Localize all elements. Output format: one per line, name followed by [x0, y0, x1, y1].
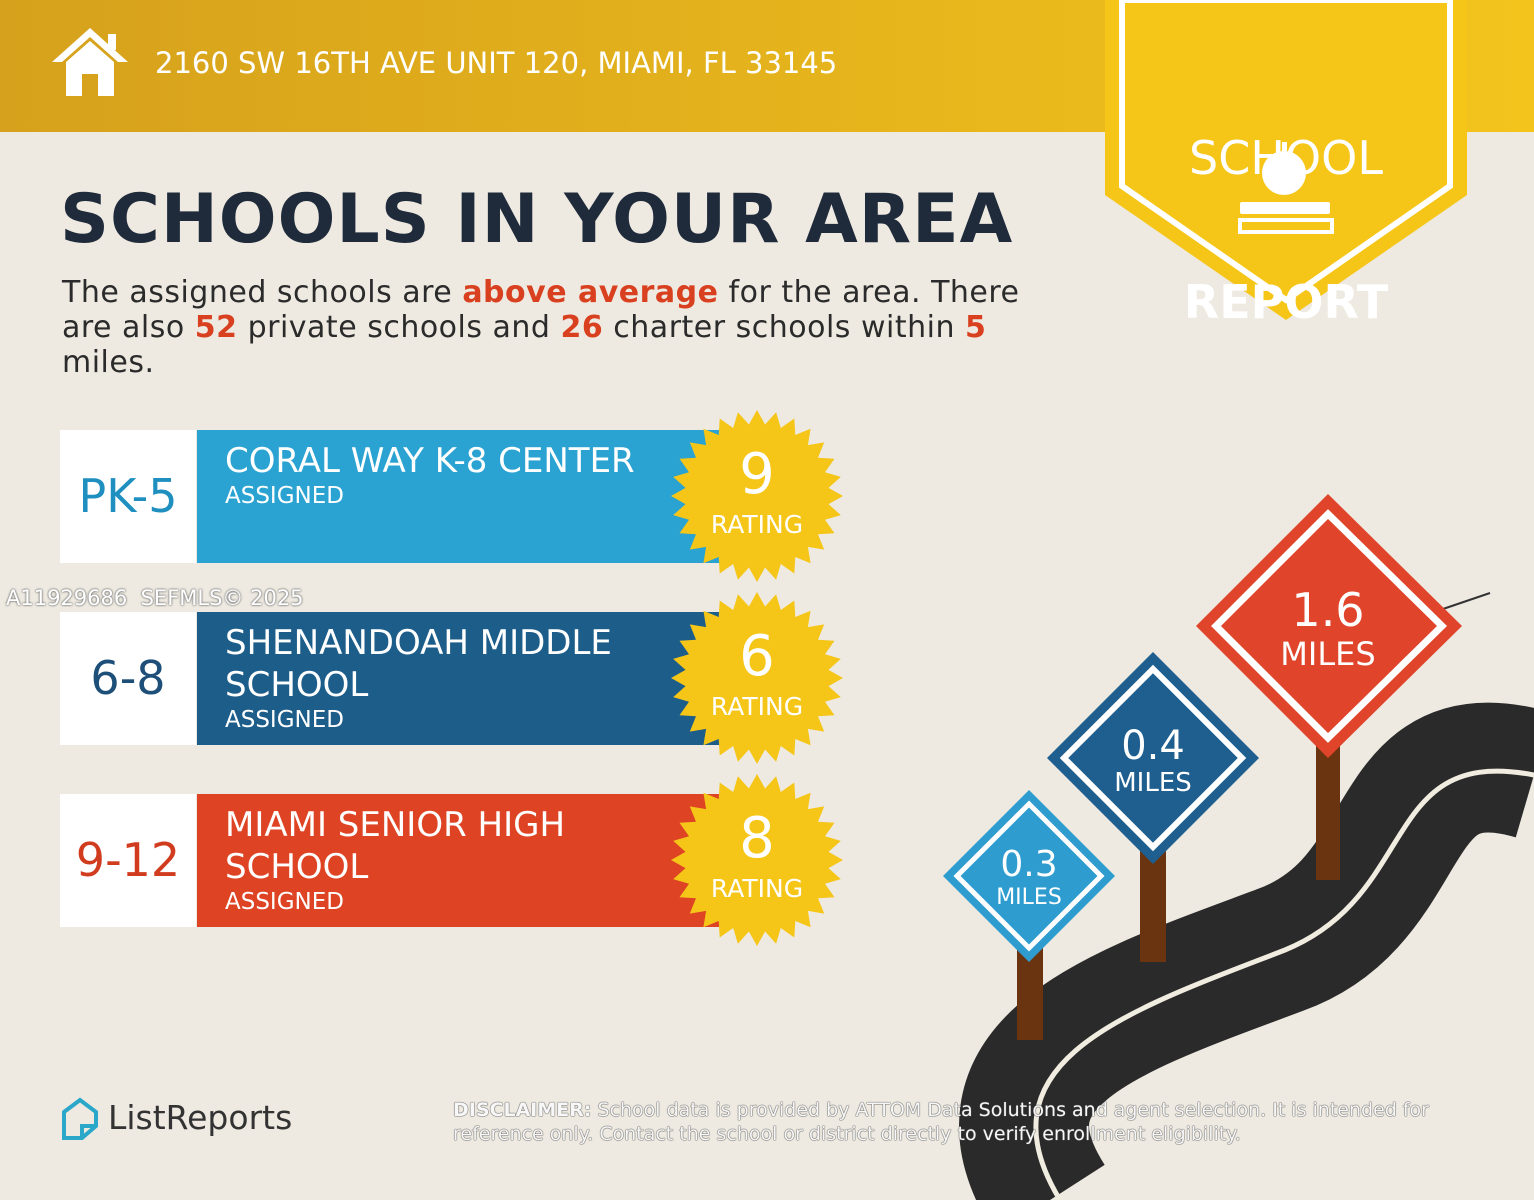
sign-distance: 1.6	[1291, 582, 1365, 637]
rating: 9 RATING	[672, 440, 842, 540]
house-icon	[52, 28, 128, 96]
watermark: A11929686 SEFMLS© 2025	[6, 586, 304, 610]
sign-post	[1140, 850, 1166, 962]
school-bar	[197, 430, 727, 563]
road-line	[1033, 768, 1534, 1200]
grade-box	[60, 612, 196, 745]
brand-icon	[62, 1097, 98, 1140]
school-name: MIAMI SENIOR HIGH SCHOOL	[225, 805, 566, 887]
badge-line: REPORT	[1183, 275, 1389, 329]
sign-label: 0.4 MILES	[1053, 724, 1253, 799]
school-status: ASSIGNED	[225, 707, 344, 733]
highlight: 52	[194, 310, 238, 345]
rating: 6 RATING	[672, 622, 842, 722]
rating-value: 6	[739, 624, 775, 689]
grade-range: 9-12	[75, 833, 181, 887]
badge-title: SCHOOL REPORT	[1105, 38, 1467, 374]
rating-label: RATING	[710, 510, 804, 539]
school-info: CORAL WAY K-8 CENTER ASSIGNED	[225, 440, 675, 510]
sign-label: 0.3 MILES	[929, 845, 1129, 911]
rating: 8 RATING	[672, 804, 842, 904]
school-bar	[197, 794, 727, 927]
sign-unit: MILES	[1114, 768, 1192, 798]
summary-text: charter schools within	[603, 310, 965, 345]
rating-seal	[671, 592, 843, 764]
grade-range: PK-5	[78, 469, 178, 523]
badge-border	[1119, 0, 1453, 304]
rating-seal	[671, 410, 843, 582]
sign-unit: MILES	[1280, 635, 1376, 674]
school-rows	[60, 410, 843, 946]
school-info: SHENANDOAH MIDDLE SCHOOL ASSIGNED	[225, 622, 675, 734]
grade-box	[60, 430, 196, 563]
sign	[1196, 494, 1462, 758]
rating-label: RATING	[710, 874, 804, 903]
badge-line: SCHOOL	[1189, 131, 1383, 185]
sign-border	[953, 800, 1105, 952]
disclaimer: DISCLAIMER: School data is provided by A…	[453, 1098, 1463, 1146]
rating-value: 9	[739, 442, 775, 507]
sign	[943, 790, 1115, 962]
school-status: ASSIGNED	[225, 483, 344, 509]
sign-post	[1316, 740, 1340, 880]
summary-text: for the area. There are also	[62, 275, 1020, 345]
sign-border	[1059, 664, 1247, 852]
school-status: ASSIGNED	[225, 889, 344, 915]
brand: ListReports	[108, 1098, 293, 1137]
sign-distance: 0.4	[1121, 723, 1185, 769]
school-name: SHENANDOAH MIDDLE SCHOOL	[225, 623, 612, 705]
grade-range: 6-8	[90, 651, 166, 705]
highlight: 5	[965, 310, 987, 345]
sign-unit: MILES	[996, 884, 1062, 910]
sign-label: 1.6 MILES	[1228, 585, 1428, 674]
apple-books-icon	[1238, 142, 1334, 234]
disclaimer-text: School data is provided by ATTOM Data So…	[453, 1099, 1429, 1145]
summary-text: miles.	[62, 345, 155, 380]
rating-seal	[671, 774, 843, 946]
sign	[1047, 652, 1259, 864]
school-name: CORAL WAY K-8 CENTER	[225, 441, 635, 481]
rating-value: 8	[739, 806, 775, 871]
summary: The assigned schools are above average f…	[62, 275, 1072, 380]
wire	[1439, 592, 1491, 611]
highlight: above average	[462, 275, 719, 310]
grade-box	[60, 794, 196, 927]
sign-border	[1211, 509, 1447, 743]
school-info: MIAMI SENIOR HIGH SCHOOL ASSIGNED	[225, 804, 675, 916]
summary-text: private schools and	[237, 310, 561, 345]
address: 2160 SW 16TH AVE UNIT 120, MIAMI, FL 331…	[155, 46, 838, 80]
page-title: SCHOOLS IN YOUR AREA	[60, 180, 1014, 259]
summary-text: The assigned schools are	[62, 275, 463, 310]
school-bar	[197, 612, 727, 745]
disclaimer-label: DISCLAIMER:	[453, 1099, 592, 1121]
rating-label: RATING	[710, 692, 804, 721]
sign-distance: 0.3	[1000, 844, 1058, 886]
highlight: 26	[560, 310, 604, 345]
